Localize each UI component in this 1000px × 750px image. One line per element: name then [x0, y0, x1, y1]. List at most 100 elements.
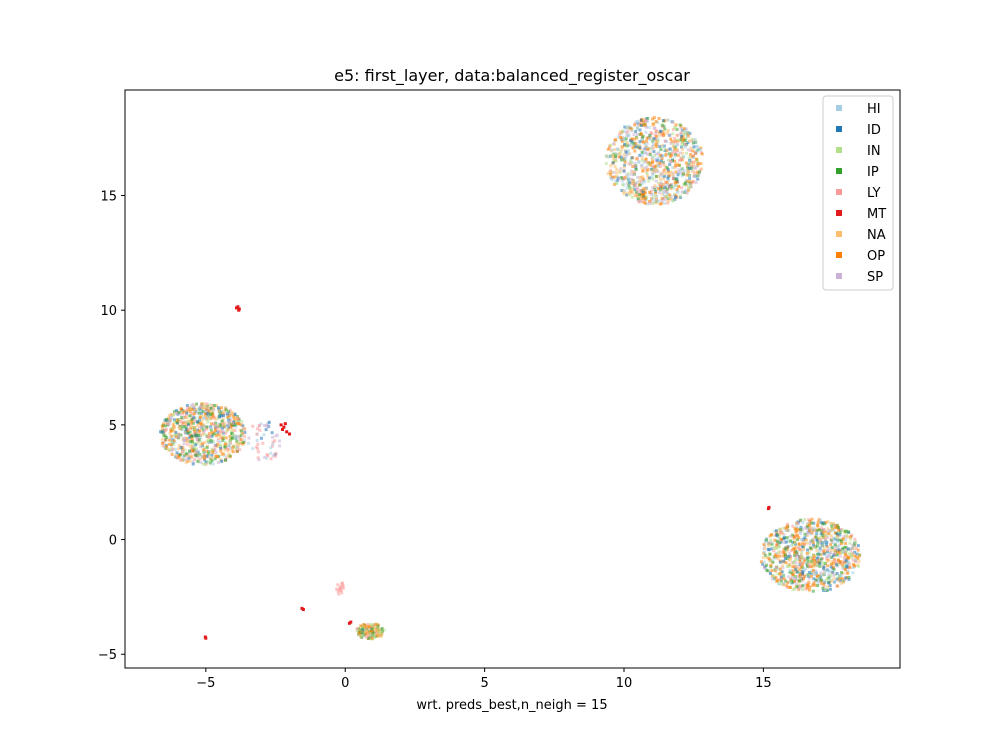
scatter-point-ip [175, 420, 179, 424]
scatter-point-ly [677, 158, 681, 162]
scatter-point-ly [772, 549, 776, 553]
scatter-point-op [656, 187, 660, 191]
scatter-point-hi [823, 580, 827, 584]
scatter-point-ip [637, 193, 641, 196]
scatter-point-ly [842, 555, 846, 559]
scatter-point-id [243, 431, 247, 434]
scatter-point-in [791, 543, 795, 546]
scatter-point-ly [256, 456, 260, 460]
scatter-point-ip [683, 182, 687, 186]
scatter-point-hi [673, 154, 677, 158]
scatter-point-ip [636, 197, 640, 201]
scatter-point-in [630, 195, 634, 199]
legend-label-ip: IP [867, 165, 879, 180]
scatter-point-hi [851, 566, 855, 570]
scatter-point-sp [805, 527, 809, 531]
scatter-point-id [835, 563, 838, 567]
scatter-point-ly [807, 518, 811, 522]
scatter-point-ly [690, 181, 693, 185]
scatter-point-op [651, 159, 655, 163]
scatter-point-op [841, 577, 844, 581]
scatter-point-na [687, 171, 691, 175]
scatter-point-op [670, 140, 674, 144]
scatter-point-op [792, 546, 796, 550]
scatter-point-ip [835, 553, 839, 557]
scatter-point-sp [687, 164, 691, 167]
scatter-point-op [363, 624, 367, 628]
y-tick-label: 0 [109, 534, 117, 549]
scatter-point-in [691, 137, 694, 141]
scatter-point-hi [626, 151, 630, 155]
scatter-point-na [687, 139, 691, 143]
scatter-point-in [830, 528, 833, 531]
scatter-point-op [802, 577, 805, 581]
scatter-point-op [822, 549, 826, 553]
scatter-point-op [207, 432, 211, 436]
scatter-point-hi [622, 138, 626, 142]
scatter-point-op [838, 577, 842, 580]
scatter-point-ly [666, 201, 670, 205]
scatter-point-sp [645, 165, 649, 169]
scatter-point-sp [769, 540, 773, 544]
scatter-point-in [199, 440, 202, 444]
scatter-point-hi [657, 164, 661, 168]
scatter-point-in [630, 186, 634, 190]
scatter-point-in [769, 558, 773, 562]
scatter-point-op [648, 200, 651, 204]
scatter-point-id [778, 560, 782, 564]
scatter-point-na [841, 580, 845, 584]
scatter-point-ip [209, 406, 213, 410]
scatter-point-na [217, 437, 220, 440]
scatter-point-hi [243, 439, 246, 443]
scatter-point-ly [819, 539, 823, 542]
scatter-point-in [773, 568, 777, 572]
scatter-point-op [613, 182, 616, 186]
scatter-point-hi [636, 180, 640, 184]
y-tick-label: 10 [100, 304, 117, 319]
scatter-point-ly [372, 623, 376, 627]
scatter-point-hi [624, 157, 627, 161]
scatter-point-op [359, 624, 363, 628]
scatter-point-na [661, 192, 664, 196]
scatter-point-op [169, 413, 173, 417]
scatter-point-na [691, 169, 695, 173]
scatter-point-id [658, 129, 662, 133]
scatter-point-ip [648, 133, 652, 137]
scatter-point-hi [823, 539, 827, 543]
scatter-point-na [223, 448, 227, 452]
scatter-point-op [641, 177, 645, 181]
scatter-point-id [616, 178, 619, 182]
scatter-point-hi [795, 525, 798, 529]
scatter-point-id [174, 431, 178, 435]
scatter-point-op [630, 137, 634, 141]
scatter-point-op [643, 196, 647, 200]
scatter-point-hi [671, 119, 675, 123]
scatter-point-na [655, 168, 659, 172]
scatter-point-na [205, 416, 208, 420]
scatter-point-hi [844, 538, 847, 542]
scatter-point-id [806, 548, 809, 552]
scatter-point-in [193, 416, 197, 420]
scatter-point-op [856, 548, 860, 552]
scatter-point-na [186, 439, 190, 443]
scatter-point-id [688, 166, 692, 170]
scatter-point-in [776, 572, 780, 576]
scatter-point-in [793, 575, 797, 579]
scatter-point-op [644, 157, 648, 161]
scatter-point-ip [641, 134, 645, 138]
scatter-point-ly [633, 183, 637, 187]
scatter-point-in [682, 132, 686, 136]
scatter-point-ip [627, 184, 631, 187]
scatter-point-op [833, 531, 837, 535]
scatter-point-ip [188, 439, 192, 443]
scatter-point-op [168, 438, 172, 442]
scatter-point-in [206, 460, 210, 464]
scatter-point-op [798, 567, 802, 571]
scatter-point-op [172, 424, 176, 428]
scatter-point-op [813, 583, 817, 587]
scatter-point-op [827, 532, 830, 536]
scatter-point-na [374, 625, 378, 629]
legend-label-in: IN [867, 144, 881, 159]
scatter-point-id [161, 430, 165, 434]
scatter-point-sp [838, 554, 842, 558]
